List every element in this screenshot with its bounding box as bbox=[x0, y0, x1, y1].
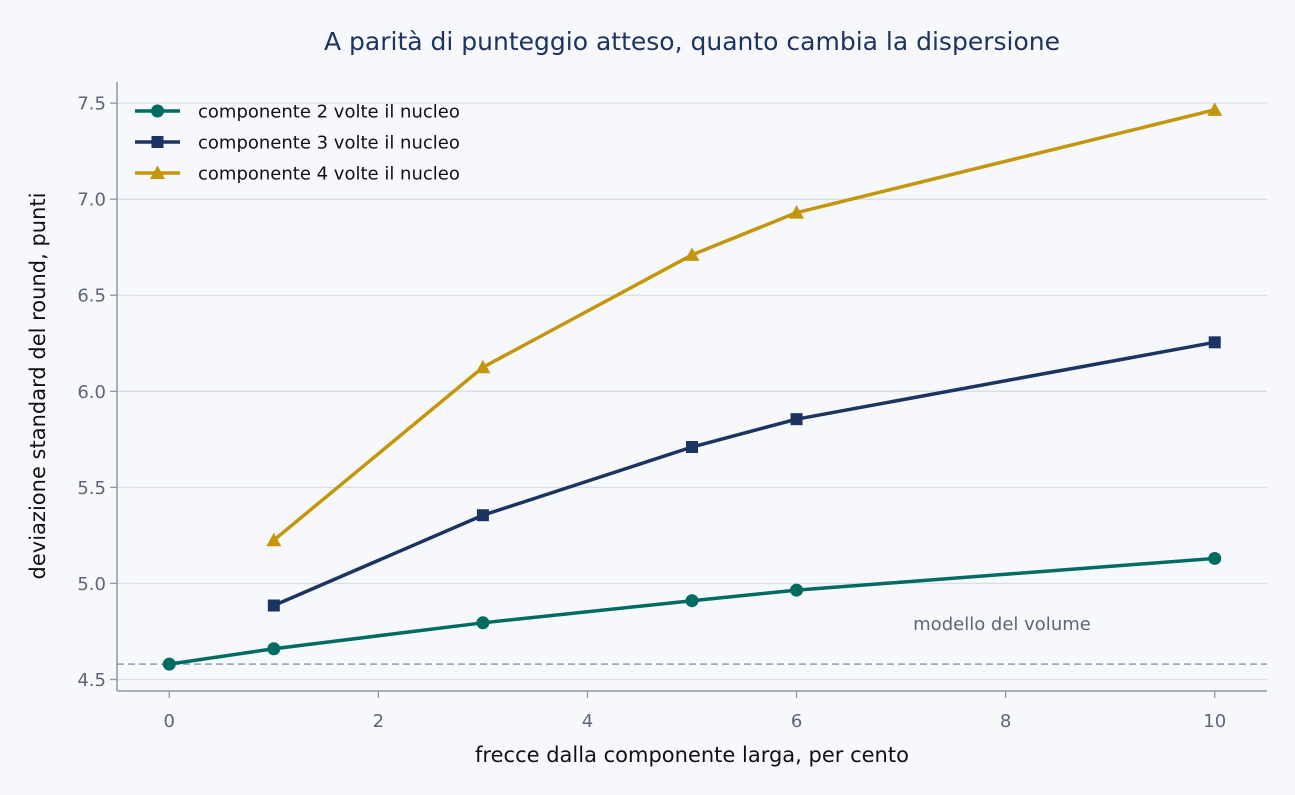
legend-label: componente 3 volte il nucleo bbox=[198, 133, 460, 154]
y-tick-label: 5.5 bbox=[77, 478, 106, 499]
data-point bbox=[685, 594, 699, 608]
y-tick-label: 7.5 bbox=[77, 94, 106, 115]
legend-marker bbox=[150, 165, 165, 179]
data-point bbox=[1207, 102, 1223, 116]
x-tick-label: 8 bbox=[1000, 711, 1011, 732]
data-point bbox=[162, 657, 176, 671]
y-tick-label: 6.0 bbox=[77, 382, 106, 403]
data-point bbox=[790, 583, 804, 597]
y-axis-label: deviazione standard del round, punti bbox=[26, 193, 50, 580]
data-point bbox=[1208, 336, 1221, 349]
legend-marker bbox=[151, 104, 164, 118]
legend: componente 2 volte il nucleo componente 3… bbox=[135, 102, 460, 185]
data-point bbox=[267, 599, 280, 612]
data-point bbox=[686, 441, 698, 454]
y-tick-label: 7.0 bbox=[77, 190, 106, 211]
x-tick-label: 0 bbox=[164, 711, 175, 732]
data-point bbox=[266, 532, 282, 547]
legend-marker bbox=[151, 136, 164, 148]
data-point bbox=[790, 413, 803, 426]
legend-entry: componente 3 volte il nucleo bbox=[135, 133, 460, 154]
series-1 bbox=[162, 551, 1222, 671]
y-tick-label: 4.5 bbox=[77, 670, 106, 691]
series-3 bbox=[266, 102, 1223, 547]
y-tick-label: 5.0 bbox=[77, 574, 106, 595]
x-tick-label: 10 bbox=[1203, 711, 1226, 732]
x-tick-label: 6 bbox=[791, 711, 802, 732]
y-tick-label: 6.5 bbox=[77, 286, 106, 307]
axes: 4.5 5.0 5.5 6.0 6.5 7.0 7.5 0 2 4 6 8 10 bbox=[77, 82, 1267, 732]
x-tick-label: 2 bbox=[373, 711, 384, 732]
data-point bbox=[475, 359, 491, 374]
data-point bbox=[476, 509, 489, 522]
chart-title: A parità di punteggio atteso, quanto cam… bbox=[324, 27, 1060, 56]
data-point bbox=[789, 205, 805, 219]
x-axis-label: frecce dalla componente larga, per cento bbox=[475, 743, 909, 767]
series-group bbox=[162, 102, 1223, 671]
series-line bbox=[169, 556, 1215, 666]
legend-entry: componente 2 volte il nucleo bbox=[135, 102, 460, 123]
data-point bbox=[1208, 551, 1222, 565]
legend-label: componente 4 volte il nucleo bbox=[198, 164, 460, 185]
grid-lines bbox=[117, 102, 1267, 681]
series-2 bbox=[267, 336, 1221, 612]
data-point bbox=[684, 247, 700, 261]
reference-line-label: modello del volume bbox=[913, 614, 1091, 635]
x-tick-label: 4 bbox=[582, 711, 593, 732]
data-point bbox=[476, 616, 490, 630]
reference-line-group: modello del volume bbox=[117, 614, 1267, 666]
legend-label: componente 2 volte il nucleo bbox=[198, 102, 460, 123]
legend-entry: componente 4 volte il nucleo bbox=[135, 164, 460, 185]
data-point bbox=[267, 642, 281, 656]
